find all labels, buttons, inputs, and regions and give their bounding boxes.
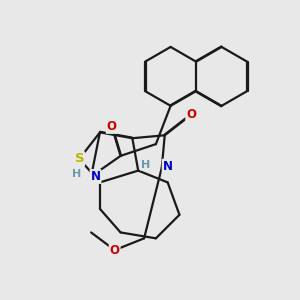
- Text: S: S: [74, 152, 84, 165]
- Text: N: N: [163, 160, 173, 173]
- Text: O: O: [186, 108, 196, 121]
- Text: O: O: [107, 120, 117, 133]
- Text: H: H: [141, 160, 150, 170]
- Text: N: N: [91, 170, 100, 183]
- Text: O: O: [110, 244, 120, 256]
- Text: H: H: [72, 169, 81, 178]
